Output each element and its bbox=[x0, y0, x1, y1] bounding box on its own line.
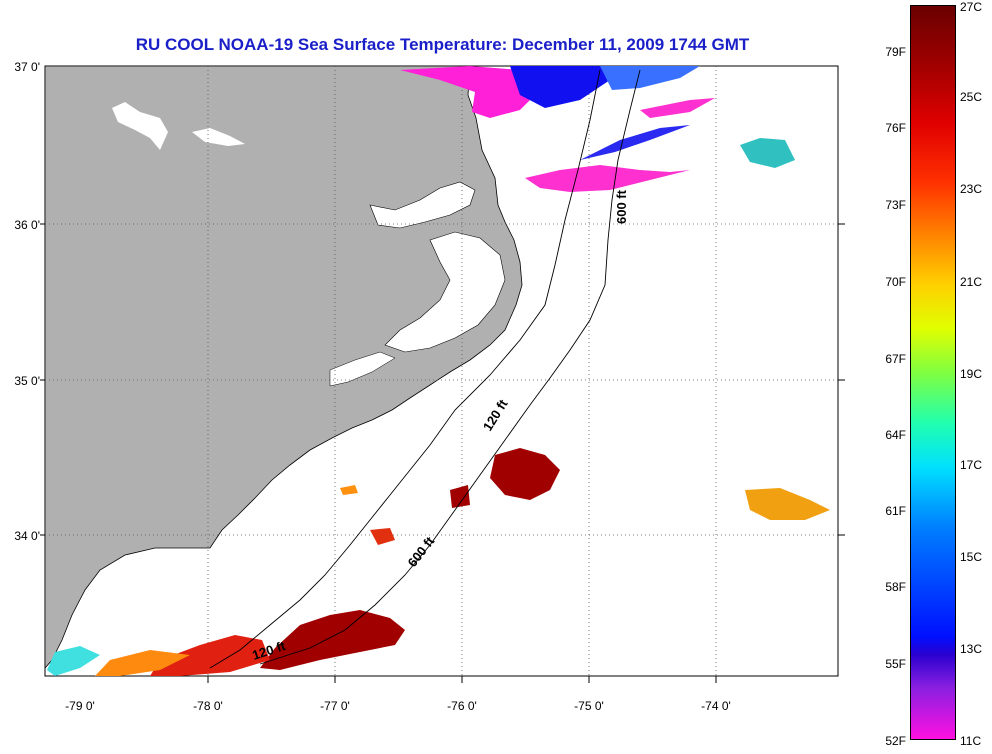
isobath-120ft bbox=[209, 69, 601, 669]
cbar-f-70: 70F bbox=[885, 275, 906, 289]
lon-label-78: -78 0' bbox=[193, 699, 223, 713]
lat-label-35: 35 0' bbox=[14, 374, 40, 388]
tick-marks bbox=[40, 223, 845, 683]
albemarle-sound bbox=[369, 181, 476, 229]
cbar-f-52: 52F bbox=[885, 734, 906, 748]
chesapeake-inlet-2 bbox=[192, 128, 245, 146]
lat-label-36: 36 0' bbox=[14, 218, 40, 232]
cbar-c-23: 23C bbox=[960, 182, 983, 196]
cbar-f-55: 55F bbox=[885, 657, 906, 671]
cbar-c-27: 27C bbox=[960, 0, 983, 14]
sst-patch-mid-blue bbox=[580, 125, 690, 160]
graticule bbox=[45, 66, 838, 676]
cbar-c-17: 17C bbox=[960, 458, 983, 472]
cbar-c-15: 15C bbox=[960, 550, 983, 564]
isobaths bbox=[209, 69, 641, 669]
sst-patch-east-orange bbox=[745, 488, 830, 520]
sst-patch-orange-small bbox=[340, 485, 358, 495]
lon-label-74: -74 0' bbox=[701, 699, 731, 713]
lon-label-77: -77 0' bbox=[320, 699, 350, 713]
sst-patch-south-cyan bbox=[47, 646, 100, 676]
lat-label-37: 37 0' bbox=[14, 60, 40, 74]
sst-patch-mid-pink-2 bbox=[640, 98, 715, 118]
river-1 bbox=[329, 351, 396, 387]
sst-patch-gulf-dark bbox=[490, 448, 560, 500]
lat-label-34: 34 0' bbox=[14, 529, 40, 543]
pamlico-sound bbox=[384, 231, 506, 353]
cbar-f-73: 73F bbox=[885, 198, 906, 212]
cbar-f-61: 61F bbox=[885, 504, 906, 518]
cbar-f-79: 79F bbox=[885, 45, 906, 59]
lon-label-75: -75 0' bbox=[574, 699, 604, 713]
sst-patch-mid-pink bbox=[525, 165, 690, 192]
cbar-c-19: 19C bbox=[960, 367, 983, 381]
isobath-600ft bbox=[259, 69, 641, 665]
lon-label-76: -76 0' bbox=[447, 699, 477, 713]
isobath-label-600-north: 600 ft bbox=[614, 189, 629, 224]
cbar-f-58: 58F bbox=[885, 580, 906, 594]
cbar-c-11: 11C bbox=[960, 734, 982, 748]
map-title: RU COOL NOAA-19 Sea Surface Temperature:… bbox=[135, 35, 750, 54]
sst-patch-north-lightblue bbox=[600, 66, 700, 90]
sst-patch-south-orange bbox=[95, 650, 190, 676]
lon-label-79: -79 0' bbox=[65, 699, 95, 713]
sst-patches bbox=[47, 66, 830, 676]
cbar-c-25: 25C bbox=[960, 90, 983, 104]
sst-patch-gulf-dark-2 bbox=[450, 485, 470, 508]
temperature-colorbar bbox=[910, 5, 956, 740]
cbar-f-67: 67F bbox=[885, 352, 906, 366]
sst-patch-red-small bbox=[370, 528, 395, 545]
sst-patch-south-red bbox=[150, 635, 270, 676]
cbar-c-21: 21C bbox=[960, 275, 983, 289]
cbar-f-76: 76F bbox=[885, 121, 906, 135]
sst-patch-north-blue bbox=[510, 66, 610, 108]
sst-patch-east-cyan bbox=[740, 138, 795, 168]
cbar-f-64: 64F bbox=[885, 428, 906, 442]
sst-patch-south-dark bbox=[260, 610, 405, 670]
chesapeake-inlet bbox=[112, 102, 168, 150]
sst-patch-north-pink bbox=[400, 66, 540, 118]
cbar-c-13: 13C bbox=[960, 642, 983, 656]
